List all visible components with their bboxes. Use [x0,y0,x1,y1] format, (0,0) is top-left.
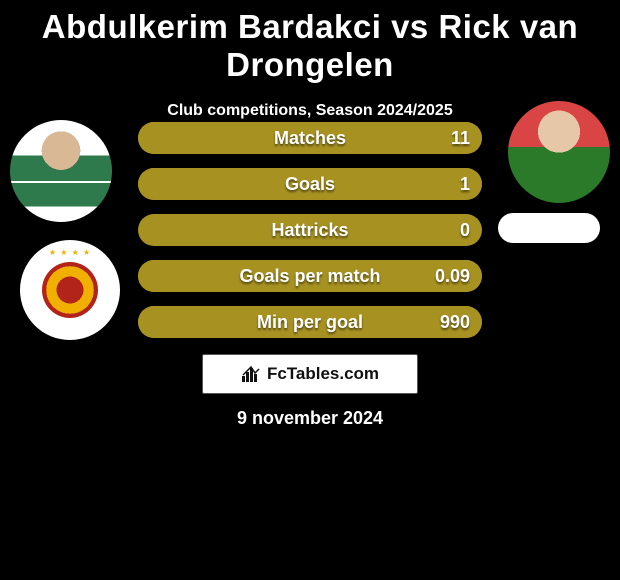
stat-label: Hattricks [271,220,348,241]
stat-label: Min per goal [257,312,363,333]
stat-row-goals: Goals 1 [138,168,482,200]
stat-value: 0.09 [435,266,470,287]
player-right-avatar [508,101,610,203]
club-crest-icon [42,262,98,318]
stat-label: Goals per match [239,266,380,287]
player-left-avatar [10,120,112,222]
player-left-club-crest [20,240,120,340]
stats-panel: Matches 11 Goals 1 Hattricks 0 Goals per… [138,122,482,352]
stat-row-min-per-goal: Min per goal 990 [138,306,482,338]
page-title: Abdulkerim Bardakci vs Rick van Drongele… [0,0,620,84]
stat-value: 0 [460,220,470,241]
bars-icon [241,364,261,384]
stat-row-goals-per-match: Goals per match 0.09 [138,260,482,292]
stat-value: 11 [451,128,470,149]
stat-label: Goals [285,174,335,195]
stat-row-matches: Matches 11 [138,122,482,154]
avatar-placeholder [508,101,610,203]
stat-value: 1 [460,174,470,195]
stat-row-hattricks: Hattricks 0 [138,214,482,246]
player-right-club-pill [498,213,600,243]
stat-value: 990 [440,312,470,333]
stat-label: Matches [274,128,346,149]
brand-text: FcTables.com [267,364,379,384]
avatar-placeholder [10,120,112,222]
date-line: 9 november 2024 [0,408,620,429]
brand-box: FcTables.com [202,354,418,394]
